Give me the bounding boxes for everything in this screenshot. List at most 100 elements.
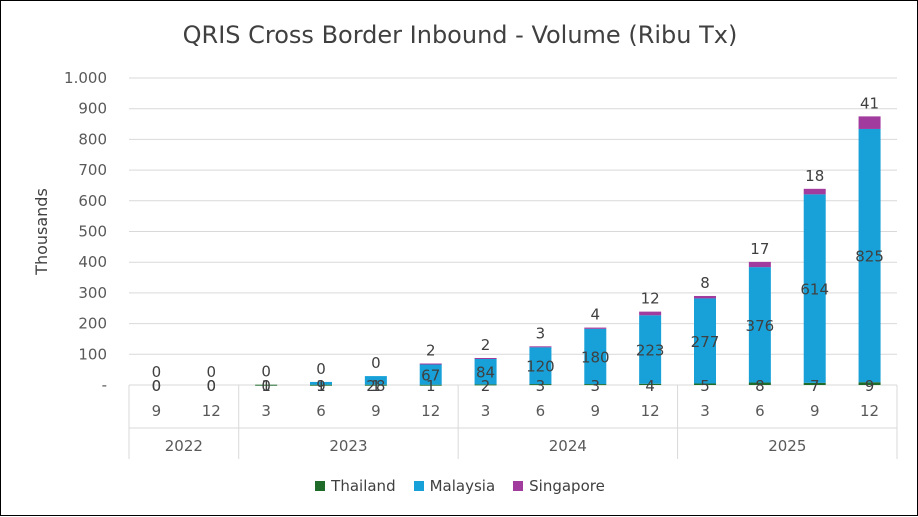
- bar-thailand: [858, 382, 881, 385]
- bar-singapore: [529, 346, 552, 348]
- data-label-malaysia: 614: [800, 281, 829, 299]
- x-tick-label: 3: [700, 402, 710, 420]
- y-tick-label: 300: [78, 284, 107, 302]
- bar-malaysia: [858, 128, 881, 383]
- bar-malaysia: [803, 194, 826, 383]
- legend-item-thailand: Thailand: [315, 477, 396, 495]
- data-label-singapore: 41: [860, 94, 879, 112]
- legend-item-singapore: Singapore: [513, 477, 605, 495]
- data-label-malaysia: 825: [855, 248, 884, 266]
- x-tick-label: 9: [810, 402, 820, 420]
- data-label-singapore: 0: [207, 363, 217, 381]
- data-label-singapore: 8: [700, 274, 710, 292]
- x-tick-label: 12: [860, 402, 879, 420]
- y-tick-label: 500: [78, 223, 107, 241]
- bar-singapore: [858, 116, 881, 129]
- y-tick-label: 700: [78, 161, 107, 179]
- data-label-thailand: 1: [371, 377, 381, 395]
- bar-malaysia: [474, 358, 497, 385]
- data-label-thailand: 1: [261, 377, 271, 395]
- data-label-singapore: 0: [371, 354, 381, 372]
- bar-thailand: [803, 382, 826, 385]
- data-label-malaysia: 180: [581, 348, 610, 366]
- chart-legend: Thailand Malaysia Singapore: [1, 477, 918, 495]
- legend-swatch: [513, 481, 524, 491]
- data-label-thailand: 3: [536, 377, 546, 395]
- x-tick-label: 9: [371, 402, 381, 420]
- x-tick-label: 6: [755, 402, 765, 420]
- y-tick-label: 1.000: [64, 69, 107, 87]
- legend-label: Malaysia: [429, 477, 496, 495]
- y-tick-label: 400: [78, 253, 107, 271]
- data-label-singapore: 0: [261, 363, 271, 381]
- bar-singapore: [584, 327, 607, 329]
- x-group-label: 2025: [768, 437, 806, 455]
- data-label-singapore: 17: [750, 240, 769, 258]
- data-label-malaysia: 120: [526, 358, 555, 376]
- x-tick-label: 3: [481, 402, 491, 420]
- x-tick-label: 3: [261, 402, 271, 420]
- bar-malaysia: [639, 315, 662, 384]
- bar-malaysia: [748, 267, 771, 383]
- bar-thailand: [310, 384, 332, 386]
- data-label-malaysia: 0: [207, 377, 217, 395]
- data-label-thailand: 3: [591, 377, 601, 395]
- data-label-singapore: 12: [641, 290, 660, 308]
- data-label-singapore: 2: [426, 342, 436, 360]
- bar-singapore: [639, 311, 662, 316]
- bar-thailand: [639, 383, 662, 385]
- bar-thailand: [584, 384, 607, 386]
- x-tick-label: 9: [591, 402, 601, 420]
- legend-item-malaysia: Malaysia: [413, 477, 496, 495]
- y-axis-label: Thousands: [32, 188, 51, 276]
- data-label-thailand: 1: [316, 377, 326, 395]
- data-label-thailand: 8: [755, 377, 765, 395]
- legend-label: Singapore: [529, 477, 605, 495]
- legend-label: Thailand: [331, 477, 396, 495]
- bar-malaysia: [529, 347, 552, 385]
- bar-malaysia: [694, 298, 716, 384]
- x-tick-label: 6: [536, 402, 546, 420]
- bar-malaysia: [364, 376, 387, 385]
- bar-singapore: [748, 261, 771, 268]
- data-label-singapore: 0: [152, 363, 162, 381]
- data-label-malaysia: 28: [366, 377, 385, 395]
- bar-malaysia: [310, 381, 332, 385]
- bar-thailand: [419, 384, 442, 386]
- bar-thailand: [364, 384, 387, 386]
- bar-thailand: [474, 384, 497, 386]
- bar-malaysia: [419, 364, 442, 385]
- bar-thailand: [694, 383, 716, 385]
- x-group-label: 2023: [329, 437, 367, 455]
- x-tick-label: 12: [421, 402, 440, 420]
- data-label-thailand: 0: [152, 377, 162, 395]
- data-label-malaysia: 67: [421, 366, 440, 384]
- bar-thailand: [748, 382, 771, 385]
- x-group-label: 2024: [549, 437, 587, 455]
- data-label-thailand: 9: [865, 377, 875, 395]
- bar-singapore: [803, 188, 826, 195]
- x-tick-label: 9: [152, 402, 162, 420]
- y-tick-label: 200: [78, 315, 107, 333]
- data-label-thailand: 1: [426, 377, 436, 395]
- y-tick-label: 600: [78, 192, 107, 210]
- chart-title: QRIS Cross Border Inbound - Volume (Ribu…: [182, 21, 738, 49]
- data-label-malaysia: 376: [746, 317, 775, 335]
- y-tick-label: -: [102, 376, 107, 394]
- legend-swatch: [413, 481, 424, 491]
- legend-swatch: [315, 481, 326, 491]
- data-label-malaysia: 0: [261, 377, 271, 395]
- bar-singapore: [419, 363, 442, 365]
- y-tick-label: 900: [78, 100, 107, 118]
- x-tick-label: 12: [202, 402, 221, 420]
- data-label-thailand: 2: [481, 377, 491, 395]
- data-label-malaysia: 277: [691, 333, 720, 351]
- data-label-thailand: 4: [645, 377, 655, 395]
- bar-malaysia: [584, 328, 607, 385]
- data-label-singapore: 3: [536, 324, 546, 342]
- data-label-singapore: 18: [805, 167, 824, 185]
- data-label-singapore: 4: [591, 306, 601, 324]
- x-group-label: 2022: [165, 437, 203, 455]
